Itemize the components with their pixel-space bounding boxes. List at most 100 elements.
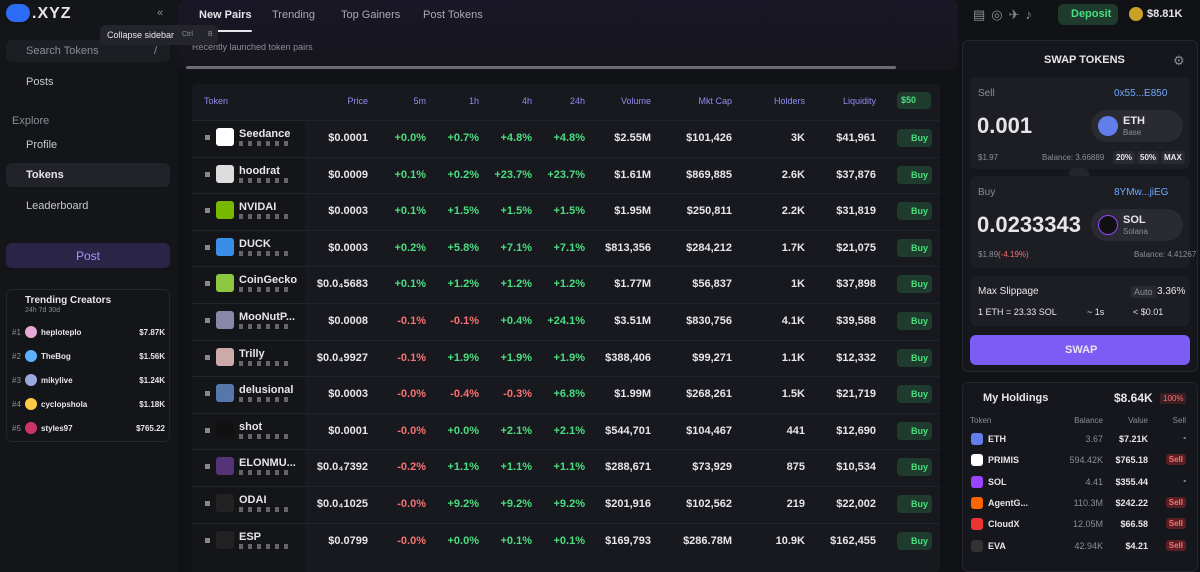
holding-sell[interactable]: Sell (1165, 518, 1186, 530)
nav-profile[interactable]: Profile (26, 139, 58, 151)
table-header: Holders (773, 96, 805, 106)
token-name[interactable]: ELONMU... (239, 457, 296, 470)
token-name[interactable]: hoodrat (239, 164, 280, 177)
token-name[interactable]: Seedance (239, 128, 291, 140)
cell-holders: 4.1K (781, 315, 805, 327)
row-handle (205, 244, 210, 250)
cell-m5: +0.1% (394, 168, 427, 181)
creator-name[interactable]: cyclopshola (41, 400, 88, 409)
creator-name[interactable]: heploteplo (41, 328, 82, 337)
trending-filters[interactable]: 24h 7d 30d (25, 307, 61, 314)
tab[interactable]: Post Tokens (423, 9, 483, 21)
buy-button[interactable]: Buy (897, 495, 932, 513)
buy-button[interactable]: Buy (897, 385, 932, 404)
cell-holders: 3K (790, 132, 805, 144)
tab[interactable]: Trending (272, 9, 316, 21)
row-handle (205, 537, 210, 543)
cell-m5: -0.0% (397, 388, 426, 401)
creator-name[interactable]: mikylive (41, 376, 73, 385)
holding-balance: 594.42K (1069, 455, 1103, 466)
creator-name[interactable]: TheBog (41, 352, 71, 361)
cell-holders: 1.5K (781, 388, 805, 401)
pct-button[interactable]: MAX (1161, 151, 1185, 164)
slippage-mode[interactable]: Auto (1131, 286, 1156, 298)
icons[interactable]: ▤◎✈♪ (973, 7, 1039, 22)
buy-button[interactable]: Buy (897, 129, 932, 147)
creator-value: $1.56K (139, 352, 165, 361)
wallet-balance[interactable]: $8.81K (1147, 8, 1183, 20)
table-header: Price (347, 96, 368, 106)
nav-posts[interactable]: Posts (26, 76, 54, 88)
token-name[interactable]: shot (239, 420, 263, 433)
token-avatar (216, 420, 234, 439)
row-handle (205, 281, 210, 287)
buy-label: Buy (978, 187, 996, 198)
cell-h24: +0.1% (553, 534, 586, 547)
token-name[interactable]: CoinGecko (239, 274, 298, 287)
avatar (1129, 7, 1143, 21)
buy-button[interactable]: Buy (897, 202, 932, 221)
row-handle (205, 391, 210, 397)
deposit-button[interactable] (1058, 4, 1118, 25)
token-name[interactable]: delusional (239, 384, 294, 397)
cell-h24: +23.7% (547, 168, 585, 181)
post-button[interactable] (6, 243, 170, 268)
buy-button[interactable]: Buy (897, 458, 932, 477)
amount-button[interactable]: $50 (897, 92, 931, 109)
cell-liquidity: $37,876 (836, 168, 876, 181)
logo: .XYZ (32, 5, 72, 22)
cell-price: $0.0003 (328, 388, 368, 401)
holding-sell[interactable]: Sell (1165, 496, 1186, 508)
buy-button[interactable]: Buy (897, 165, 932, 184)
sell-address[interactable]: 0x55...E850 (1114, 88, 1168, 99)
cell-h1: +0.0% (447, 534, 480, 547)
token-name[interactable]: ESP (239, 530, 262, 543)
creator-name[interactable]: styles97 (41, 424, 73, 433)
buy-button[interactable]: Buy (897, 531, 932, 550)
cell-h1: +0.2% (447, 168, 480, 181)
token-avatar (216, 384, 234, 403)
creator-value: $7.87K (139, 328, 165, 337)
sell-usd: $1.97 (978, 153, 999, 162)
creator-rank: #2 (12, 352, 21, 361)
token-name[interactable]: NVIDAI (239, 201, 277, 214)
cell-h1: +9.2% (447, 498, 480, 510)
token-avatar (216, 311, 234, 329)
tab[interactable]: Top Gainers (341, 9, 401, 21)
cell-mcap: $101,426 (686, 132, 732, 144)
buy-button[interactable]: Buy (897, 348, 932, 367)
search-placeholder: Search Tokens (26, 45, 99, 57)
swap-button[interactable] (970, 335, 1190, 365)
row-divider (192, 449, 940, 451)
buy-button[interactable]: Buy (897, 312, 932, 330)
holding-balance: 110.3M (1073, 497, 1103, 508)
tab[interactable]: New Pairs (199, 9, 252, 21)
creator-value: $765.22 (136, 424, 165, 433)
pct-button[interactable]: 20% (1113, 151, 1136, 164)
row-divider (192, 193, 940, 195)
search-box[interactable] (6, 40, 170, 62)
holding-sell[interactable]: Sell (1165, 454, 1186, 466)
row-handle (205, 354, 210, 360)
settings-icon[interactable]: ⚙ (1173, 53, 1185, 68)
holdings-pct[interactable]: 100% (1160, 393, 1187, 404)
token-name[interactable]: ODAI (239, 494, 267, 506)
buy-address[interactable]: 8YMw...jiEG (1114, 187, 1169, 198)
cell-h24: +2.1% (553, 424, 586, 437)
sell-amount[interactable]: 0.001 (977, 113, 1033, 138)
token-name[interactable]: MooNutP... (239, 311, 296, 323)
buy-button[interactable]: Buy (897, 275, 932, 294)
collapse-icon[interactable]: « (157, 7, 164, 19)
nav-leaderboard[interactable]: Leaderboard (26, 200, 89, 212)
trending-box (6, 289, 170, 442)
token-name[interactable]: Trilly (239, 347, 265, 360)
cell-h4: -0.3% (503, 388, 532, 401)
token-name[interactable]: DUCK (239, 237, 271, 250)
token-column (192, 120, 305, 572)
holding-icon (971, 496, 983, 509)
buy-button[interactable]: Buy (897, 238, 932, 257)
holding-sell[interactable]: Sell (1165, 539, 1186, 551)
pct-button[interactable]: 50% (1137, 151, 1160, 164)
buy-button[interactable]: Buy (897, 421, 932, 440)
nav-tokens[interactable]: Tokens (26, 169, 64, 181)
